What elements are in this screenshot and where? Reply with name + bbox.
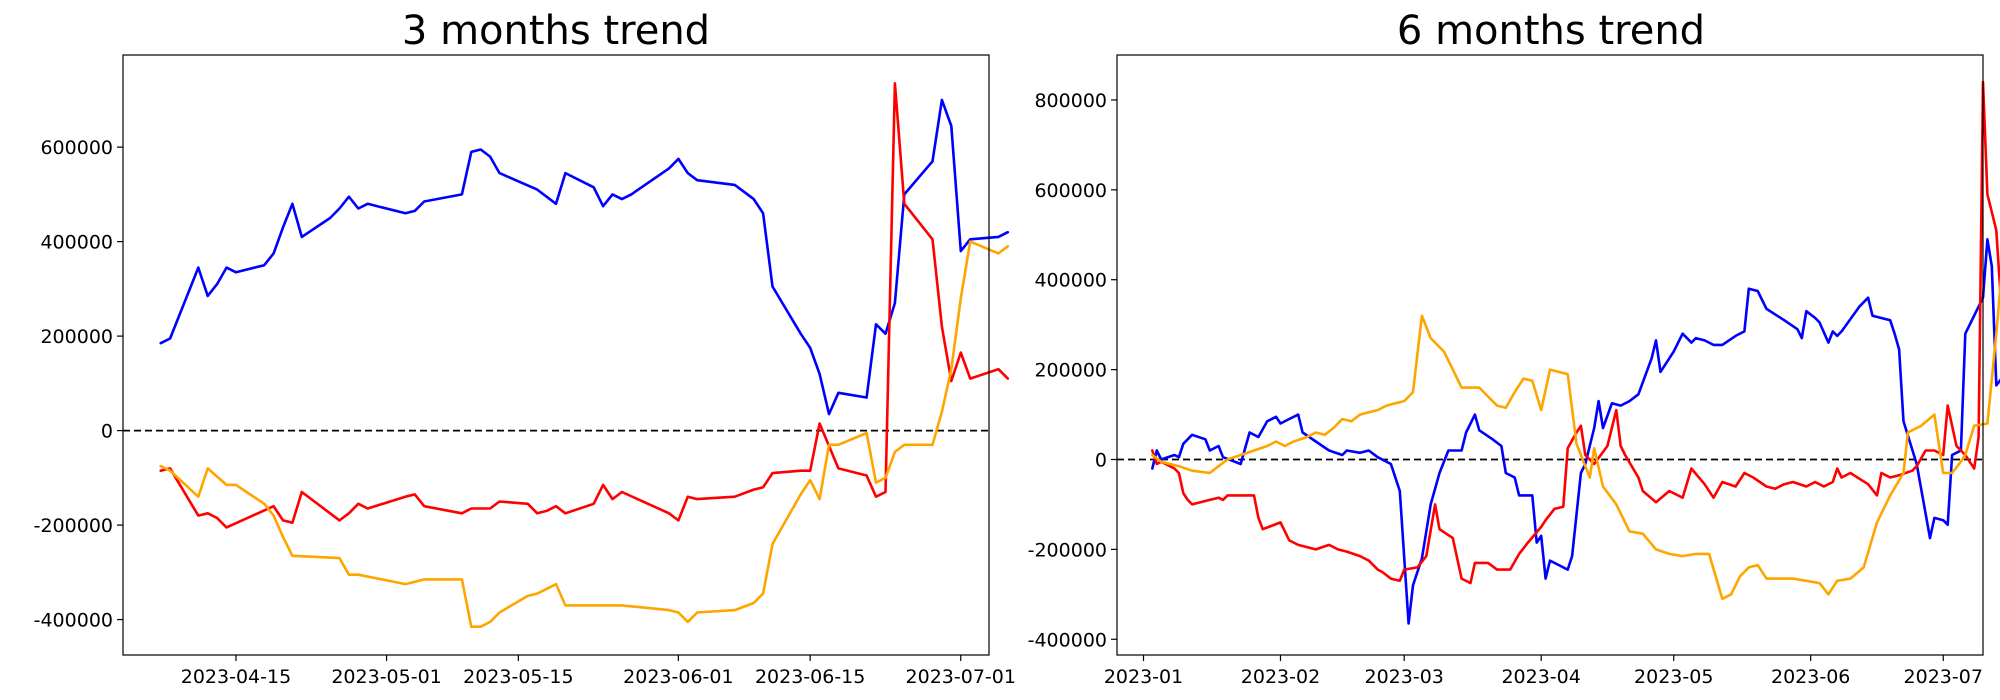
y-tick-label: 400000 [1034, 270, 1107, 292]
y-tick-label: -200000 [1028, 539, 1107, 561]
x-tick-label: 2023-02 [1241, 666, 1320, 688]
y-tick-label: 200000 [40, 326, 113, 348]
plot-area-frame [122, 54, 990, 656]
chart-title: 3 months trend [402, 8, 710, 54]
y-tick-label: 600000 [1034, 180, 1107, 202]
chart-6-months: 6 months trend 2023-01 2023-02 2023-03 2023… [1028, 8, 2000, 688]
x-tick-label: 2023-03 [1364, 666, 1443, 688]
y-tick-label: 400000 [40, 232, 113, 254]
x-tick-label: 2023-05 [1634, 666, 1713, 688]
y-tick-label: -200000 [34, 515, 113, 537]
series-line-1 [159, 82, 1010, 529]
plot-area-frame [1116, 54, 1984, 656]
y-tick-label: -400000 [1028, 629, 1107, 651]
x-tick-label: 2023-01 [1104, 666, 1183, 688]
series-line-0 [1151, 238, 2000, 625]
x-tick-label: 2023-07-01 [906, 666, 1016, 688]
x-tick-label: 2023-04 [1501, 666, 1580, 688]
chart-3-months: 3 months trend 2023-04-15 2023-05-01 2023-… [34, 8, 1016, 688]
y-tick-label: 0 [101, 421, 113, 443]
x-tick-label: 2023-05-01 [331, 666, 441, 688]
series-line-2 [1151, 276, 2000, 601]
series-line-1 [1151, 80, 2000, 585]
x-tick-label: 2023-04-15 [181, 666, 291, 688]
x-tick-label: 2023-05-15 [463, 666, 573, 688]
x-tick-label: 2023-06-15 [755, 666, 865, 688]
x-tick-label: 2023-06 [1771, 666, 1850, 688]
x-tick-label: 2023-07 [1904, 666, 1983, 688]
y-tick-label: 800000 [1034, 90, 1107, 112]
y-tick-label: 600000 [40, 137, 113, 159]
series-line-2 [159, 240, 1010, 628]
chart-title: 6 months trend [1397, 8, 1705, 54]
y-tick-label: 0 [1095, 449, 1107, 471]
y-tick-label: 200000 [1034, 360, 1107, 382]
x-tick-label: 2023-06-01 [623, 666, 733, 688]
y-tick-label: -400000 [34, 610, 113, 632]
series-line-0 [159, 98, 1010, 416]
